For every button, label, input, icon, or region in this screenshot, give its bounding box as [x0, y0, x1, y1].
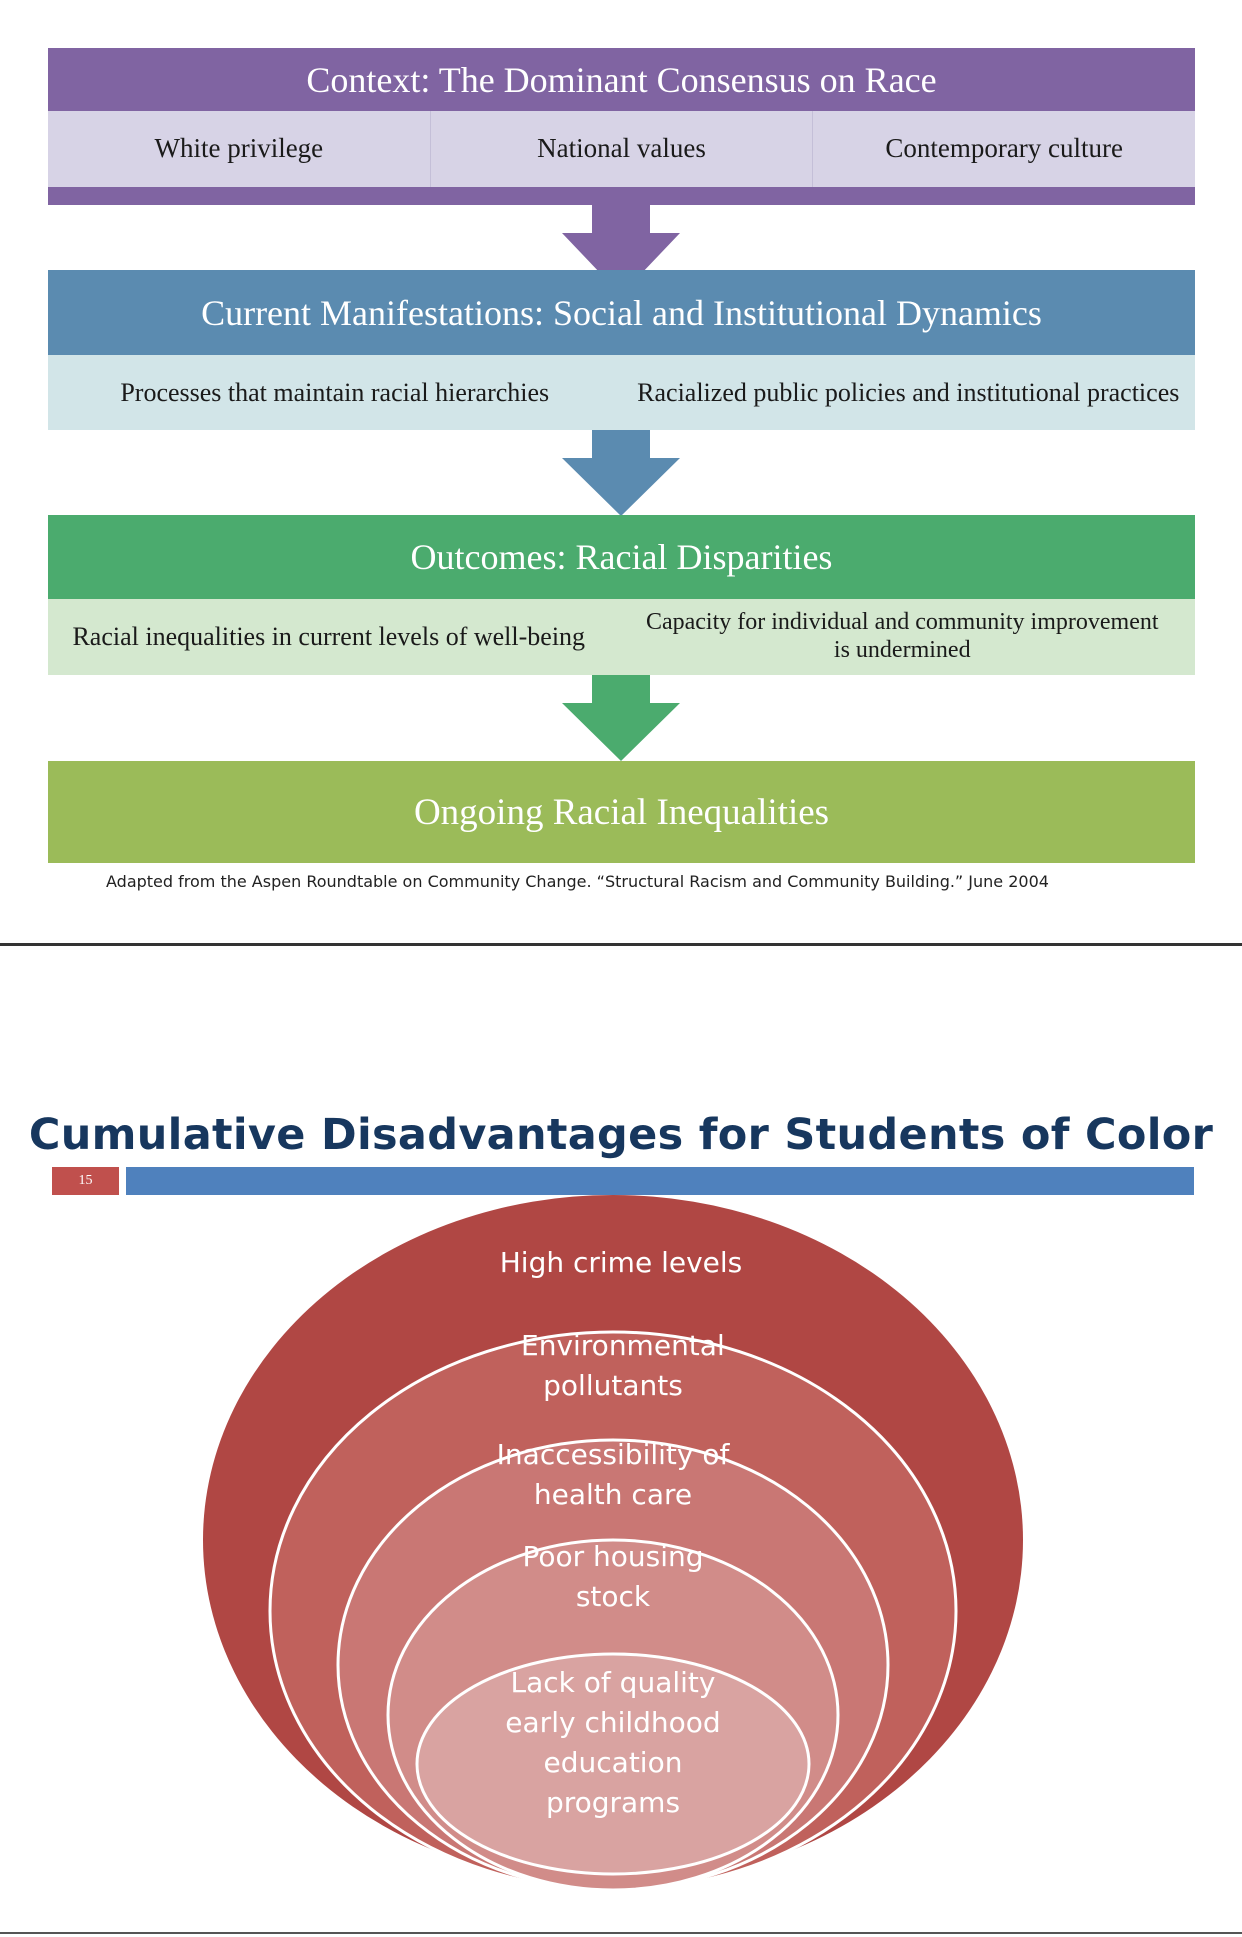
context-item-contemporary-culture: Contemporary culture — [885, 133, 1124, 164]
outcomes-header: Outcomes: Racial Disparities — [48, 515, 1195, 599]
context-footer-strip — [48, 187, 1195, 205]
ongoing-inequalities-band: Ongoing Racial Inequalities — [48, 761, 1195, 863]
outcomes-item-inequalities: Racial inequalities in current levels of… — [72, 622, 586, 652]
manifestations-band: Current Manifestations: Social and Insti… — [48, 270, 1195, 430]
slide-title: Cumulative Disadvantages for Students of… — [28, 1110, 1214, 1160]
down-arrow-icon — [562, 675, 680, 761]
context-subitems: White privilege National values Contempo… — [48, 111, 1195, 187]
down-arrow-icon — [562, 430, 680, 516]
slide-number-badge: 15 — [52, 1167, 119, 1195]
context-item-national-values: National values — [431, 111, 814, 187]
manifestations-item-processes: Processes that maintain racial hierarchi… — [120, 377, 550, 407]
ring-label-housing: Poor housing stock — [522, 1540, 704, 1613]
ring-label-early-childhood: Lack of quality early childhood educatio… — [505, 1666, 721, 1819]
outcomes-subitems: Racial inequalities in current levels of… — [48, 599, 1195, 675]
structural-racism-slide: Context: The Dominant Consensus on Race … — [0, 0, 1242, 943]
outcomes-title: Outcomes: Racial Disparities — [410, 537, 833, 577]
outcomes-band: Outcomes: Racial Disparities Racial ineq… — [48, 515, 1195, 675]
manifestations-item-policies: Racialized public policies and instituti… — [637, 377, 1180, 407]
manifestations-title: Current Manifestations: Social and Insti… — [201, 292, 1042, 333]
ring-label-high-crime: High crime levels — [499, 1246, 743, 1279]
outcomes-item-capacity: Capacity for individual and community im… — [645, 609, 1159, 663]
page-bottom-line — [0, 1932, 1242, 1934]
down-arrow-icon — [562, 205, 680, 295]
manifestations-header: Current Manifestations: Social and Insti… — [48, 270, 1195, 355]
manifestations-subitems: Processes that maintain racial hierarchi… — [48, 355, 1195, 430]
context-item-white-privilege: White privilege — [48, 111, 431, 187]
ring-label-health-care: Inaccessibility of health care — [496, 1438, 730, 1511]
context-header: Context: The Dominant Consensus on Race — [48, 48, 1195, 111]
slide-divider — [0, 943, 1242, 946]
ring-label-environmental: Environmental pollutants — [521, 1329, 725, 1402]
source-citation: Adapted from the Aspen Roundtable on Com… — [106, 872, 1049, 891]
context-title: Context: The Dominant Consensus on Race — [306, 59, 937, 100]
ongoing-inequalities-title: Ongoing Racial Inequalities — [413, 791, 830, 833]
ring-early-childhood — [415, 1652, 811, 1876]
context-band: Context: The Dominant Consensus on Race … — [48, 48, 1195, 205]
title-underline-bar — [126, 1167, 1194, 1195]
nested-rings-diagram — [203, 1195, 1023, 1892]
